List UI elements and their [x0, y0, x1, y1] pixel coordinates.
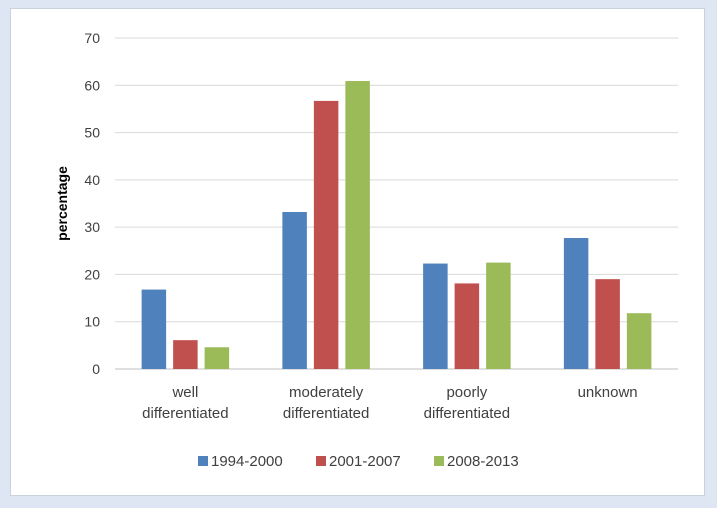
legend-label: 2001-2007 [329, 453, 401, 470]
legend-swatch [316, 456, 326, 466]
y-tick-label: 20 [84, 266, 100, 282]
bar-1994-2000-3 [563, 238, 589, 369]
x-tick-label: differentiated [424, 405, 510, 422]
x-tick-label: differentiated [142, 405, 228, 422]
bar-2008-2013-1 [345, 81, 370, 369]
bar-1994-2000-2 [423, 263, 448, 369]
bar-1994-2000-0 [141, 289, 167, 369]
y-tick-label: 10 [84, 314, 100, 330]
x-tick-label: well [171, 384, 198, 401]
legend-swatch [434, 456, 444, 466]
bar-2001-2007-2 [454, 283, 480, 369]
x-tick-label: unknown [578, 384, 638, 401]
bar-1994-2000-1 [282, 212, 307, 369]
legend-label: 1994-2000 [211, 453, 283, 470]
y-tick-label: 40 [84, 172, 100, 188]
y-tick-label: 50 [84, 125, 100, 141]
legend-swatch [198, 456, 208, 466]
y-tick-label: 30 [84, 219, 100, 235]
x-tick-label: differentiated [283, 405, 369, 422]
bar-2001-2007-0 [173, 340, 198, 369]
x-tick-label: moderately [289, 384, 364, 401]
y-tick-label: 70 [84, 30, 100, 46]
y-axis-label: percentage [54, 166, 70, 241]
y-tick-label: 0 [92, 361, 100, 377]
legend-label: 2008-2013 [447, 453, 519, 470]
bar-2001-2007-3 [595, 279, 620, 369]
bar-2001-2007-1 [313, 100, 339, 369]
x-tick-label: poorly [446, 384, 487, 401]
y-tick-label: 60 [84, 77, 100, 93]
bar-2008-2013-3 [626, 313, 652, 369]
bar-2008-2013-2 [486, 262, 511, 369]
bar-2008-2013-0 [204, 347, 230, 369]
